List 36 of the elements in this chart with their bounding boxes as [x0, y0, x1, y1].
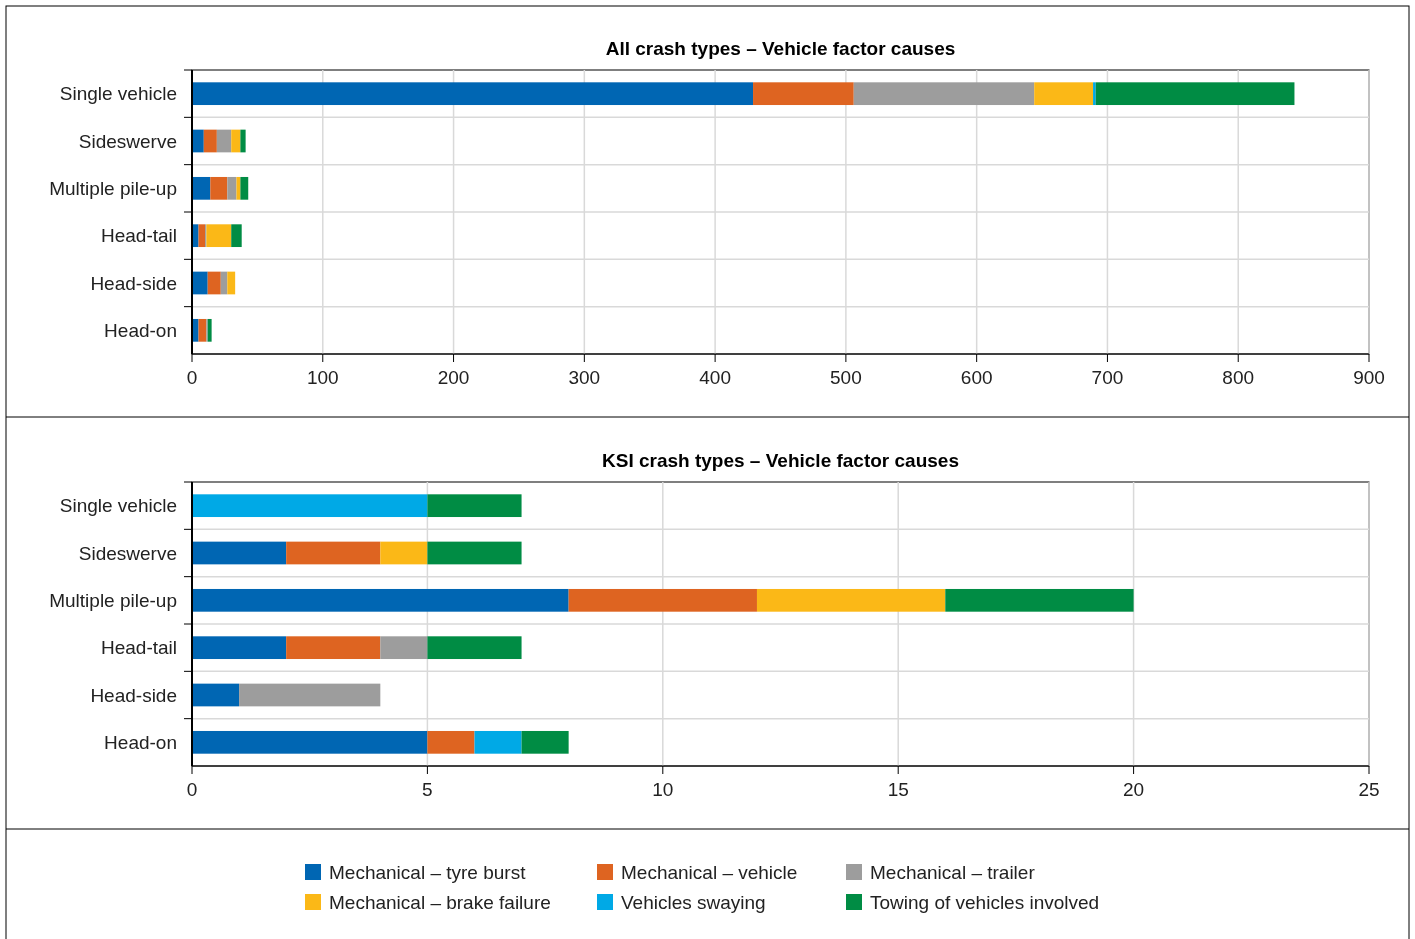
- legend-label: Mechanical – vehicle: [621, 861, 798, 883]
- legend-label: Towing of vehicles involved: [870, 891, 1100, 913]
- x-tick-label: 20: [1123, 779, 1145, 800]
- y-tick-label: Head-side: [90, 272, 177, 294]
- x-tick-label: 300: [568, 367, 601, 388]
- x-tick-label: 400: [699, 367, 731, 388]
- x-tick-label: 500: [830, 367, 862, 388]
- y-tick-label: Head-side: [90, 684, 177, 706]
- y-tick-label: Multiple pile-up: [49, 177, 177, 199]
- y-tick-label: Head-on: [104, 319, 177, 341]
- y-tick-label: Multiple pile-up: [49, 589, 177, 611]
- legend-label: Mechanical – tyre burst: [329, 861, 527, 883]
- legend-label: Mechanical – brake failure: [329, 891, 551, 913]
- x-tick-label: 0: [186, 367, 198, 388]
- x-tick-label: 10: [652, 779, 674, 800]
- x-tick-label: 25: [1358, 779, 1380, 800]
- chart-title: All crash types – Vehicle factor causes: [605, 38, 956, 59]
- y-tick-label: Head-tail: [100, 637, 177, 659]
- x-tick-label: 600: [960, 367, 993, 388]
- y-tick-label: Single vehicle: [59, 83, 177, 105]
- y-tick-label: Sideswerve: [78, 542, 177, 564]
- legend-label: Vehicles swaying: [621, 891, 766, 913]
- x-tick-label: 100: [306, 367, 339, 388]
- y-tick-label: Head-on: [104, 731, 177, 753]
- y-tick-label: Sideswerve: [78, 130, 177, 152]
- x-tick-label: 800: [1222, 367, 1255, 388]
- x-tick-label: 900: [1353, 367, 1385, 388]
- x-tick-label: 200: [437, 367, 470, 388]
- x-tick-label: 0: [186, 779, 198, 800]
- y-tick-label: Single vehicle: [59, 495, 177, 517]
- chart-title: KSI crash types – Vehicle factor causes: [602, 450, 959, 471]
- x-tick-label: 5: [422, 779, 433, 800]
- legend-label: Mechanical – trailer: [870, 861, 1036, 883]
- x-tick-label: 700: [1091, 367, 1124, 388]
- x-tick-label: 15: [887, 779, 909, 800]
- y-tick-label: Head-tail: [100, 225, 177, 247]
